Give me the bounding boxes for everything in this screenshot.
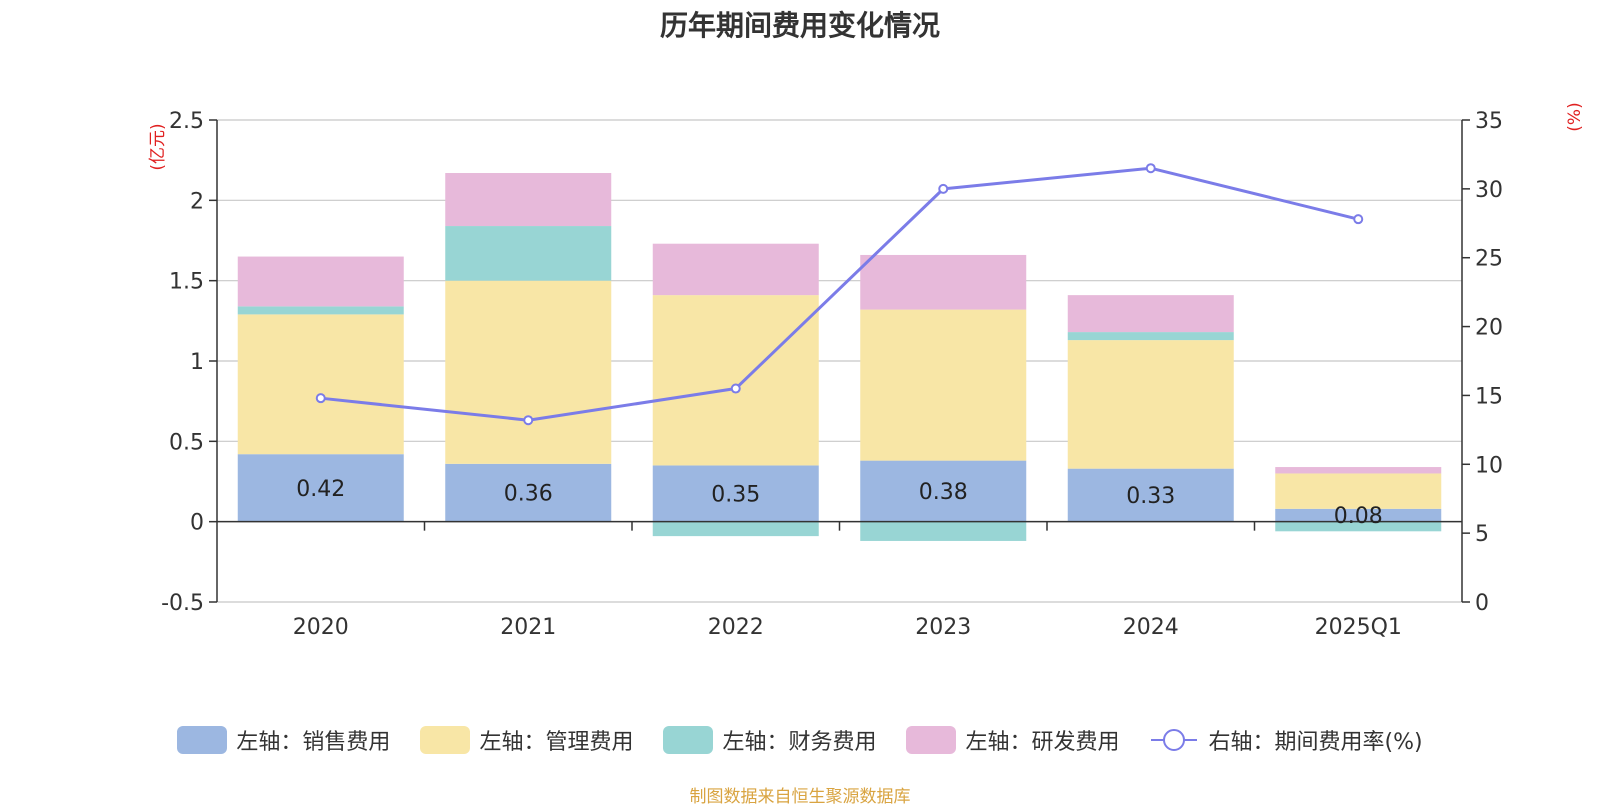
bar-s0-2020 [237,454,404,522]
rate-point-2025q1 [1353,214,1364,225]
legend-label-rate: 右轴：期间费用率(%) [1208,730,1423,755]
legend-item-rd[interactable]: 左轴：研发费用 [906,724,1119,756]
x-tick-label: 2021 [500,615,556,640]
legend-line-rate-icon [1151,729,1198,751]
rate-point-2020 [315,393,326,404]
x-tick-label: 2025Q1 [1315,615,1402,640]
legend-swatch-admin [420,726,471,754]
legend-item-admin[interactable]: 左轴：管理费用 [420,724,633,756]
rate-point-2021 [523,415,534,426]
x-tick-label: 2022 [708,615,764,640]
right-axis-unit-label: (%) [1565,102,1585,131]
bar-s1-2022 [652,295,819,466]
left-tick-label: 0.5 [169,430,204,455]
left-tick-label: 1.5 [169,270,204,295]
left-tick-label: 1 [190,350,204,375]
legend-label-sales: 左轴：销售费用 [236,730,391,755]
data-label: 0.36 [504,482,553,507]
rate-point-2024 [1145,163,1156,174]
bar-s1-2023 [860,309,1027,461]
bar-s2-2020 [237,306,404,315]
bar-s3-2022 [652,243,819,296]
data-label: 0.08 [1334,504,1383,529]
rate-point-2022 [730,383,741,394]
data-label: 0.33 [1126,484,1175,509]
right-tick-label: 5 [1475,522,1489,547]
data-label: 0.35 [711,483,760,508]
bar-s1-2020 [237,314,404,455]
rate-line [320,166,1359,422]
bar-s3-2020 [237,256,404,307]
bar-s0-2023 [860,460,1027,522]
legend-swatch-finance [663,726,714,754]
right-tick-label: 15 [1475,384,1503,409]
bar-s3-2023 [860,254,1027,310]
x-tick-label: 2023 [915,615,971,640]
bar-s3-2024 [1067,295,1234,333]
right-tick-label: 25 [1475,247,1503,272]
legend-item-finance[interactable]: 左轴：财务费用 [663,724,876,756]
x-tick-label: 2020 [293,615,349,640]
left-tick-label: 2.5 [169,109,204,134]
source-note: 制图数据来自恒生聚源数据库 [689,787,911,807]
bar-s1-2024 [1067,340,1234,469]
left-axis-unit-label: (亿元) [148,123,168,170]
legend-item-rate[interactable]: 右轴：期间费用率(%) [1149,724,1423,756]
right-tick-label: 10 [1475,453,1503,478]
bar-s1-2025q1 [1275,473,1442,509]
left-tick-label: 2 [190,189,204,214]
legend-swatch-sales [177,726,228,754]
left-tick-label: 0 [190,511,204,536]
bar-s2-2021 [445,226,612,281]
legend-label-finance: 左轴：财务费用 [722,730,877,755]
right-tick-label: 0 [1475,591,1489,616]
bar-s1-2021 [445,280,612,464]
right-tick-label: 35 [1475,109,1503,134]
rate-point-2023 [938,183,949,194]
data-label: 0.38 [919,480,968,505]
legend-item-sales[interactable]: 左轴：销售费用 [177,724,390,756]
chart-title: 历年期间费用变化情况 [659,9,940,42]
bar-s2-2022 [652,521,819,537]
bar-s2-2025q1 [1275,521,1442,532]
bar-s3-2021 [445,173,612,227]
legend-label-rd: 左轴：研发费用 [965,730,1120,755]
bar-s0-2024 [1067,468,1234,522]
x-tick-label: 2024 [1123,615,1179,640]
bar-s0-2021 [445,463,612,522]
bar-s2-2024 [1067,332,1234,341]
bar-s2-2023 [860,521,1027,541]
bar-s0-2025q1 [1275,508,1442,522]
data-label: 0.42 [296,477,345,502]
legend-swatch-rd [906,726,957,754]
legend: 左轴：销售费用 左轴：管理费用 左轴：财务费用 左轴：研发费用 右轴：期间费用率… [0,720,1600,760]
legend-label-admin: 左轴：管理费用 [479,730,634,755]
bar-s0-2022 [652,465,819,522]
right-tick-label: 20 [1475,316,1503,341]
left-tick-label: -0.5 [161,591,204,616]
right-tick-label: 30 [1475,178,1503,203]
bar-s3-2025q1 [1275,467,1442,474]
